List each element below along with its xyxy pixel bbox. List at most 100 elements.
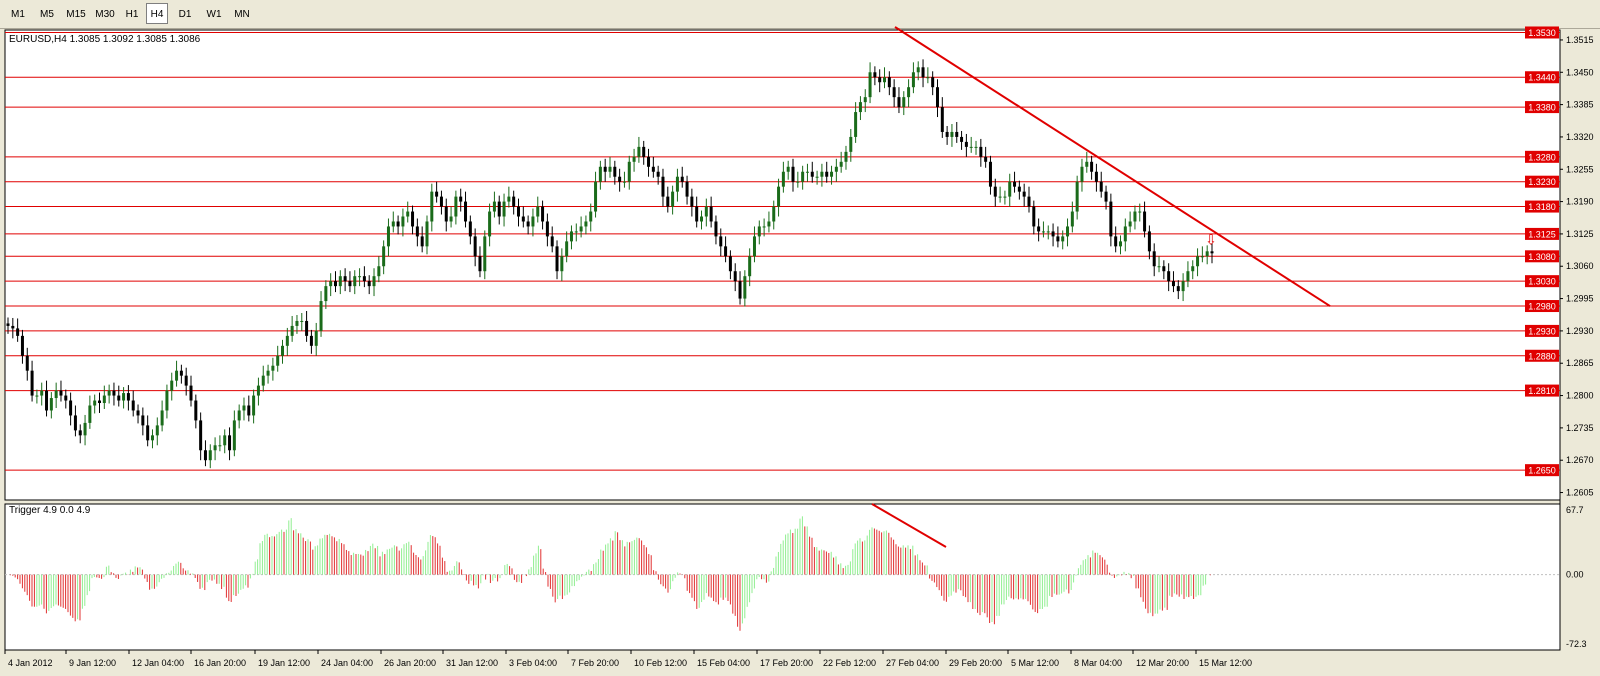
symbol-header: EURUSD,H4 1.3085 1.3092 1.3085 1.3086	[9, 34, 201, 45]
level-label-box	[1525, 349, 1559, 362]
timeframe-tab-w1[interactable]: W1	[206, 9, 222, 20]
candle-body	[825, 171, 829, 177]
candle-body	[459, 196, 463, 202]
candle-body	[1200, 256, 1204, 258]
candle-body	[126, 393, 130, 401]
time-tick-label: 15 Mar 12:00	[1199, 658, 1252, 668]
level-label: 1.2880	[1528, 351, 1556, 361]
level-label: 1.3380	[1528, 103, 1556, 113]
candle-body	[35, 395, 39, 397]
candle-body	[252, 395, 256, 416]
horizontal-levels	[5, 31, 1560, 471]
candle-body	[724, 246, 728, 257]
level-label-box	[1525, 150, 1559, 163]
candle-body	[1027, 196, 1031, 207]
timeframe-tab-mn[interactable]: MN	[234, 9, 250, 20]
candle-body	[574, 231, 578, 233]
price-tick-label: 1.3190	[1566, 197, 1594, 207]
candle-body	[984, 156, 988, 162]
candle-body	[565, 241, 569, 257]
level-label: 1.2930	[1528, 326, 1556, 336]
time-tick-label: 31 Jan 12:00	[446, 658, 498, 668]
candle-body	[911, 72, 915, 88]
candle-body	[1104, 191, 1108, 202]
candle-body	[396, 221, 400, 227]
candle-body	[594, 181, 598, 212]
price-tick-label: 1.3060	[1566, 261, 1594, 271]
candle-body	[73, 415, 77, 431]
downtrend-line[interactable]	[894, 26, 1331, 307]
main-price-pane[interactable]	[4, 29, 1561, 501]
candle-body	[916, 67, 920, 73]
candle-body	[256, 385, 260, 396]
candle-body	[290, 325, 294, 336]
timeframe-tab-d1[interactable]: D1	[178, 9, 192, 20]
timeframe-tab-m5[interactable]: M5	[40, 9, 54, 20]
candle-body	[926, 77, 930, 79]
candle-body	[473, 236, 477, 257]
level-label-box	[1525, 71, 1559, 84]
candle-body	[883, 77, 887, 83]
candle-body	[516, 206, 520, 217]
candle-body	[271, 365, 275, 371]
divergence-line[interactable]	[871, 503, 947, 548]
candle-body	[656, 171, 660, 177]
level-label-box	[1525, 250, 1559, 263]
candle-body	[179, 370, 183, 376]
candle-body	[733, 271, 737, 282]
candle-body	[203, 450, 207, 461]
candle-body	[637, 146, 641, 157]
candle-body	[786, 166, 790, 172]
candle-body	[122, 393, 126, 401]
candle-body	[709, 206, 713, 222]
level-label-box	[1525, 26, 1559, 39]
candle-body	[858, 102, 862, 113]
candle-body	[391, 221, 395, 227]
timeframe-tab-m15[interactable]: M15	[66, 9, 86, 20]
candle-body	[988, 161, 992, 187]
indicator-pane[interactable]	[4, 503, 1561, 651]
candle-body	[285, 335, 289, 346]
candle-body	[64, 395, 68, 401]
price-tick-label: 1.2995	[1566, 294, 1594, 304]
candle-body	[1041, 231, 1045, 233]
candle-body	[627, 161, 631, 182]
candle-body	[175, 370, 179, 381]
candle-body	[887, 77, 891, 88]
candle-body	[309, 335, 313, 346]
price-tick-label: 1.3385	[1566, 100, 1594, 110]
candle-body	[1061, 236, 1065, 242]
candle-body	[367, 281, 371, 287]
candle-body	[184, 375, 188, 386]
candle-body	[1003, 196, 1007, 198]
candle-body	[844, 151, 848, 162]
candle-body	[319, 301, 323, 331]
candle-body	[1118, 241, 1122, 247]
candle-body	[931, 77, 935, 88]
candle-body	[454, 196, 458, 217]
candle-body	[675, 176, 679, 192]
level-label-box	[1525, 200, 1559, 213]
level-label: 1.3230	[1528, 177, 1556, 187]
timeframe-tab-h4[interactable]: H4	[146, 3, 168, 24]
candle-body	[743, 276, 747, 299]
candle-body	[603, 166, 607, 172]
candle-body	[1138, 211, 1142, 213]
candle-body	[1210, 251, 1214, 254]
timeframe-tab-m1[interactable]: M1	[11, 9, 25, 20]
candle-body	[276, 355, 280, 366]
price-tick-label: 1.2800	[1566, 391, 1594, 401]
level-label-box	[1525, 300, 1559, 313]
candle-body	[1176, 286, 1180, 292]
candle-body	[632, 156, 636, 162]
candle-body	[1157, 266, 1161, 268]
timeframe-tab-m30[interactable]: M30	[95, 9, 115, 20]
candle-body	[762, 226, 766, 228]
candle-body	[40, 390, 44, 396]
candle-body	[333, 281, 337, 287]
indicator-header: Trigger 4.9 0.0 4.9	[9, 505, 91, 516]
candle-body	[502, 201, 506, 217]
timeframe-tab-h1[interactable]: H1	[125, 9, 139, 20]
candle-body	[569, 231, 573, 242]
candle-body	[1143, 211, 1147, 232]
